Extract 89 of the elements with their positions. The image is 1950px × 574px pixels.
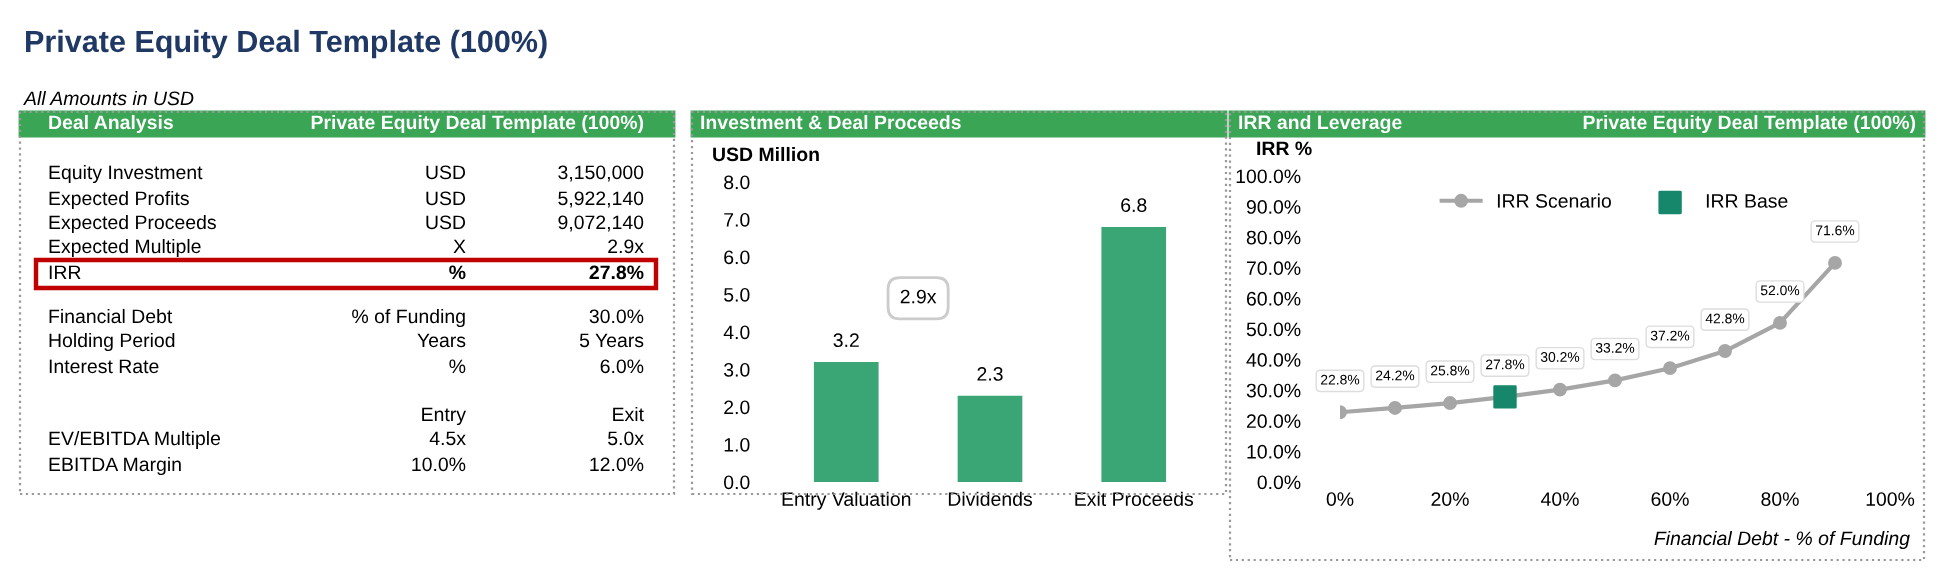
y-tick-label: 20.0% — [1246, 414, 1301, 429]
text: 12.0% — [590, 457, 644, 472]
y-tick-label: 50.0% — [1246, 322, 1301, 337]
annotation: 2.9x — [900, 289, 937, 304]
x-tick-label: Exit Proceeds — [1075, 491, 1194, 506]
y-tick-label: 70.0% — [1246, 261, 1301, 276]
data-label: 2.3 — [977, 367, 1003, 381]
data-label: 6.8 — [1121, 198, 1147, 213]
y-tick-label: 5.0 — [724, 287, 750, 302]
text: 27.8% — [589, 265, 644, 280]
text: Expected Profits — [49, 190, 189, 210]
y-tick-label: 0.0% — [1257, 475, 1301, 490]
text: Interest Rate — [49, 359, 159, 374]
x-tick-label: 20% — [1431, 492, 1469, 506]
text: All Amounts in USD — [23, 90, 194, 106]
y-tick-label: 8.0 — [724, 175, 750, 190]
y-tick-label: 30.0% — [1246, 383, 1301, 398]
x-tick-label: 0% — [1326, 492, 1354, 506]
text: Expected Proceeds — [49, 214, 216, 234]
text: Holding Period — [49, 332, 175, 352]
text: 2.9x — [608, 239, 644, 254]
point — [1828, 255, 1842, 270]
text: USD — [426, 191, 466, 206]
y-tick-label: 2.0 — [724, 400, 750, 415]
text: % — [449, 359, 466, 374]
text: Expected Multiple — [49, 238, 201, 258]
text: 3,150,000 — [558, 165, 644, 182]
text: Financial Debt — [49, 308, 173, 324]
y-tick-label: 40.0% — [1246, 353, 1301, 367]
y-axis-title: IRR % — [1257, 141, 1312, 156]
text: 6.0% — [600, 359, 644, 374]
text: USD — [426, 165, 466, 180]
chart-title: IRR and Leverage — [1239, 114, 1402, 134]
text: Private Equity Deal Template (100%) — [311, 114, 644, 134]
text: IRR — [49, 265, 81, 280]
text: 30.0% — [589, 309, 644, 324]
text: Deal Analysis — [49, 114, 173, 134]
point — [1493, 385, 1517, 409]
x-axis-title: Financial Debt - % of Funding — [1654, 530, 1910, 550]
text: % — [449, 265, 466, 280]
x-tick-label: 100% — [1866, 492, 1915, 506]
chart-subtitle: Private Equity Deal Template (100%) — [1583, 114, 1916, 134]
text: 5,922,140 — [558, 191, 644, 208]
y-axis-title: USD Million — [713, 146, 819, 162]
y-tick-label: 3.0 — [723, 362, 750, 377]
y-tick-label: 100.0% — [1236, 169, 1301, 184]
x-tick-label: 80% — [1761, 492, 1799, 506]
point — [1443, 396, 1457, 410]
text: EBITDA Margin — [49, 456, 181, 476]
y-tick-label: 60.0% — [1246, 291, 1301, 306]
y-tick-label: 90.0% — [1246, 200, 1301, 214]
y-tick-label: 6.0 — [724, 250, 750, 265]
text: Entry — [422, 407, 466, 426]
text: 5.0x — [608, 431, 644, 446]
y-tick-label: 0.0 — [724, 475, 750, 490]
data-label: 3.2 — [833, 333, 859, 348]
x-tick-label: Dividends — [948, 491, 1032, 506]
legend-label: IRR Scenario — [1497, 193, 1611, 208]
point — [1553, 382, 1567, 397]
y-tick-label: 7.0 — [724, 212, 750, 227]
bar — [957, 395, 1023, 482]
text: USD — [426, 215, 466, 230]
text: 4.5x — [429, 431, 466, 446]
point — [1388, 401, 1402, 415]
text: 5 Years — [579, 333, 644, 348]
text: X — [453, 239, 466, 254]
bar — [813, 362, 879, 482]
text: Equity Investment — [49, 164, 203, 184]
y-tick-label: 4.0 — [723, 325, 750, 340]
x-tick-label: 60% — [1651, 492, 1689, 506]
bar — [1101, 227, 1167, 482]
point — [1718, 344, 1732, 358]
point — [1773, 315, 1787, 330]
text: Years — [417, 333, 466, 348]
legend-label: IRR Base — [1706, 194, 1788, 208]
point — [1663, 361, 1677, 376]
text: 10.0% — [412, 457, 466, 472]
y-tick-label: 10.0% — [1247, 444, 1301, 459]
y-tick-label: 80.0% — [1246, 230, 1301, 245]
text: 9,072,140 — [558, 215, 644, 232]
chart-title: Investment & Deal Proceeds — [701, 114, 961, 130]
text: % of Funding — [352, 308, 465, 328]
y-tick-label: 1.0 — [724, 437, 750, 452]
text: Exit — [613, 406, 644, 422]
text: Private Equity Deal Template (100%) — [26, 29, 547, 59]
point — [1608, 373, 1622, 388]
x-tick-label: Entry Valuation — [782, 491, 911, 510]
x-tick-label: 40% — [1540, 492, 1579, 506]
text: EV/EBITDA Multiple — [49, 430, 221, 450]
